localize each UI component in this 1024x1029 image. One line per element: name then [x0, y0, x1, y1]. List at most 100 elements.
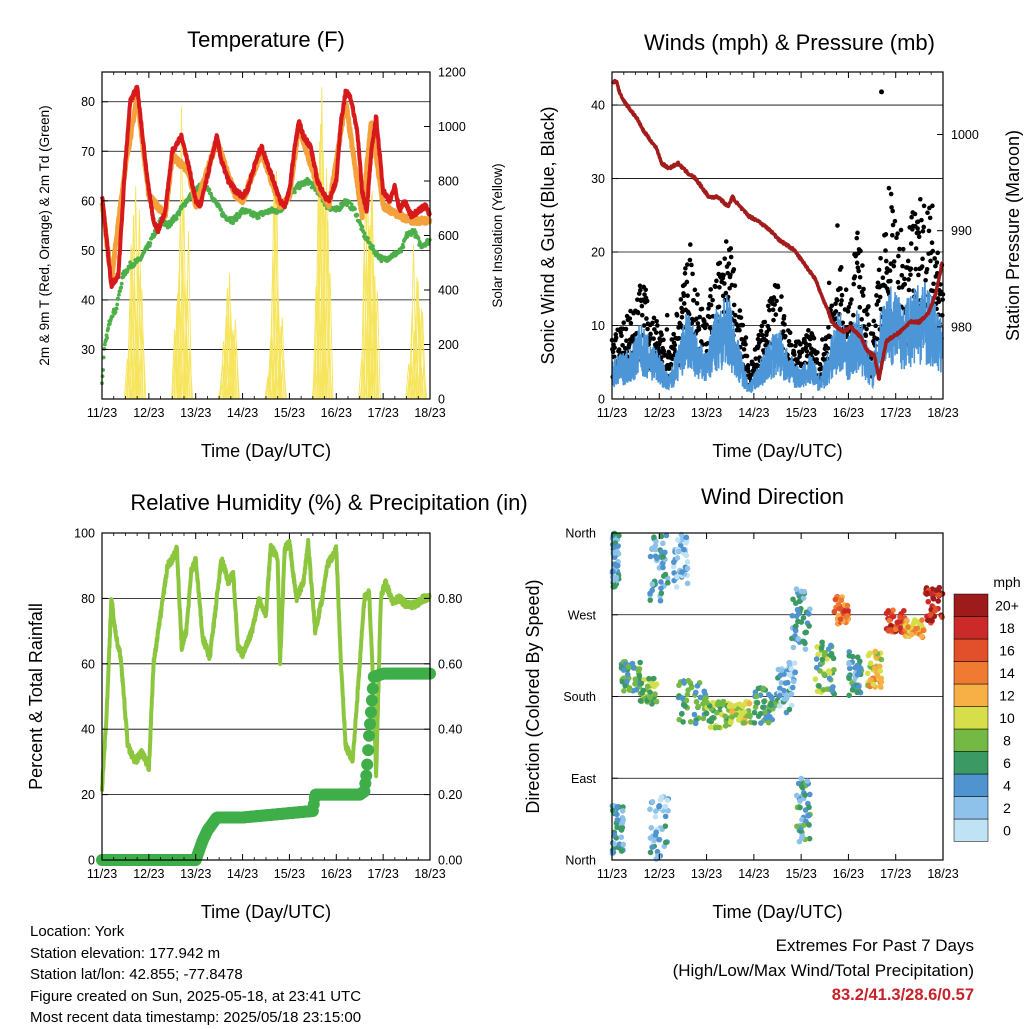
gust-point — [890, 208, 895, 214]
direction-point — [886, 617, 893, 624]
direction-point — [609, 807, 616, 814]
direction-point — [684, 691, 691, 698]
colorbar-label: 8 — [1003, 732, 1011, 748]
x-tick-label: 18/23 — [927, 867, 958, 881]
gust-point — [859, 317, 864, 322]
direction-point — [671, 559, 677, 565]
direction-point — [679, 569, 685, 575]
direction-point — [806, 804, 812, 811]
direction-point — [751, 720, 758, 726]
gust-point — [851, 312, 856, 318]
y-tick-label: 0 — [88, 854, 95, 868]
solar-spike — [411, 330, 418, 400]
gust-point — [726, 261, 732, 266]
gust-point — [864, 326, 869, 332]
solar-spike — [128, 248, 136, 400]
gust-point — [639, 312, 645, 318]
gust-point — [918, 196, 923, 202]
solar-spike — [326, 272, 334, 400]
direction-point — [637, 697, 644, 704]
gust-point — [888, 278, 893, 284]
gust-point — [815, 350, 820, 355]
direction-point — [694, 683, 701, 689]
direction-point — [652, 813, 659, 820]
gust-point — [641, 323, 647, 328]
direction-point — [854, 671, 861, 678]
solar-spike — [371, 275, 379, 400]
direction-point — [620, 667, 627, 673]
direction-point — [754, 693, 760, 700]
gust-point — [694, 301, 700, 306]
gust-point — [906, 287, 912, 293]
direction-point — [782, 680, 789, 686]
direction-point — [794, 823, 800, 830]
gust-point — [708, 293, 713, 299]
direction-point — [854, 689, 860, 696]
gust-point — [691, 298, 697, 303]
gust-point — [916, 230, 922, 236]
colorbar-swatch — [953, 661, 989, 685]
direction-point — [649, 844, 655, 851]
direction-point — [620, 841, 627, 848]
gust-point — [766, 327, 772, 332]
colorbar-swatch — [953, 818, 989, 842]
dewpoint-point — [119, 281, 124, 286]
direction-point — [693, 699, 700, 705]
direction-point — [685, 677, 692, 684]
direction-point — [776, 703, 783, 709]
solar-spike — [419, 312, 427, 400]
x-tick-label: 15/23 — [786, 867, 817, 881]
gust-point — [908, 266, 914, 271]
solar-spike — [229, 329, 237, 400]
gust-point — [708, 287, 714, 292]
direction-point — [714, 701, 721, 708]
dewpoint-point — [416, 236, 421, 241]
direction-point — [878, 684, 884, 691]
direction-point — [778, 679, 785, 686]
gust-point — [684, 279, 690, 285]
gust-point — [621, 320, 627, 325]
direction-point — [626, 685, 633, 691]
gust-point — [845, 309, 851, 314]
direction-point — [826, 675, 833, 682]
direction-point — [683, 697, 690, 704]
direction-point — [660, 553, 666, 560]
gust-point — [708, 302, 714, 308]
direction-point — [629, 660, 636, 667]
gust-point — [898, 227, 904, 233]
gust-point — [798, 342, 803, 347]
colorbar-label: 6 — [1003, 755, 1011, 771]
colorbar-label: 12 — [999, 687, 1015, 703]
direction-point — [624, 671, 631, 678]
direction-point — [878, 656, 885, 663]
gust-point — [723, 239, 729, 244]
direction-point — [865, 652, 872, 659]
gust-point — [878, 255, 883, 261]
colorbar-label: 4 — [1003, 777, 1011, 793]
gust-point — [888, 191, 894, 197]
wind-line — [611, 282, 944, 393]
direction-point — [692, 720, 699, 727]
dewpoint-point — [102, 347, 107, 351]
gust-point — [628, 320, 634, 326]
gust-point — [772, 302, 777, 307]
gust-point — [758, 328, 764, 334]
direction-point — [729, 708, 735, 715]
gust-point — [807, 342, 812, 348]
y-right-tick-label: 0.00 — [438, 854, 462, 868]
gust-point — [890, 232, 895, 238]
direction-point — [658, 533, 665, 540]
solar-spike — [130, 214, 137, 400]
x-tick-label: 17/23 — [880, 406, 911, 420]
created-text: Figure created on Sun, 2025-05-18, at 23… — [30, 987, 362, 1005]
direction-point — [665, 807, 671, 814]
colorbar-swatch — [953, 706, 989, 730]
gust-point — [913, 246, 919, 251]
gust-point — [793, 343, 798, 349]
x-tick-label: 15/23 — [274, 867, 305, 881]
y-right-tick-label: 600 — [438, 229, 459, 243]
direction-point — [731, 703, 737, 709]
gust-point — [926, 228, 932, 234]
solar-spike — [324, 220, 332, 400]
y-axis-label: Percent & Total Rainfall — [26, 603, 46, 790]
